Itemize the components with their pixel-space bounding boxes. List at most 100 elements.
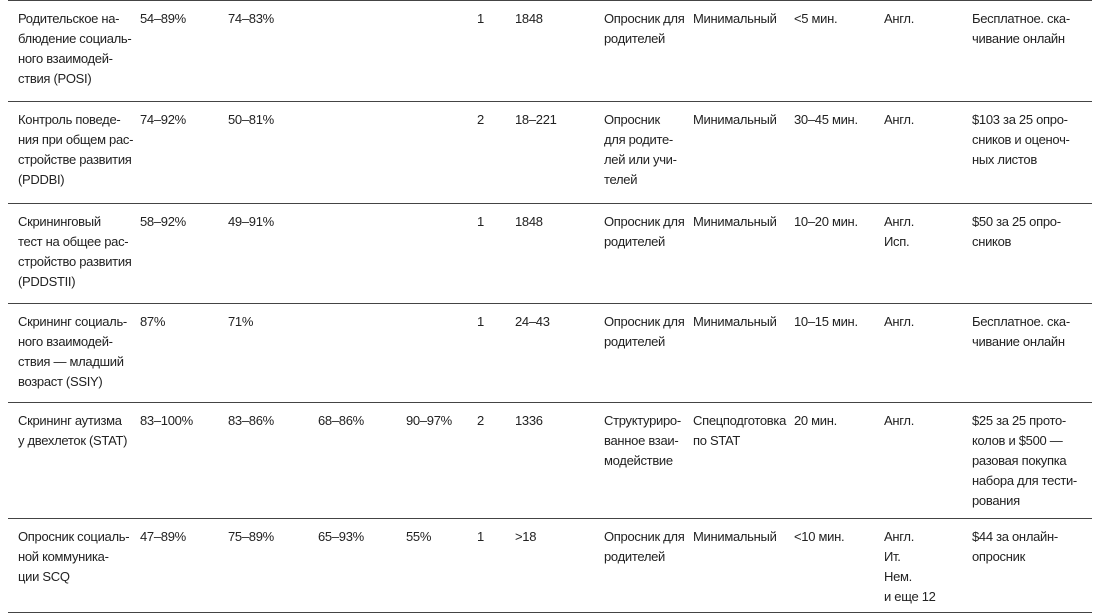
method-text: Скрининг социаль- (18, 314, 127, 329)
languages-text: Англ. (884, 413, 915, 428)
cost-text: чивание онлайн (972, 31, 1065, 46)
method-text: у двехлеток (STAT) (18, 433, 128, 448)
format-text: родителей (604, 234, 666, 249)
training-text: Минимальный (693, 112, 777, 127)
format-text: ванное взаи- (604, 433, 679, 448)
npv-text: 90–97% (406, 413, 452, 428)
level-text: 1 (477, 314, 484, 329)
sensitivity-text: 54–89% (140, 11, 186, 26)
row-divider (8, 303, 1092, 304)
cost-text: колов и $500 — (972, 433, 1063, 448)
specificity-text: 49–91% (228, 214, 274, 229)
languages-text: Англ. (884, 529, 915, 544)
method-text: Опросник социаль- (18, 529, 130, 544)
ppv-text: 68–86% (318, 413, 364, 428)
ppv-text: 65–93% (318, 529, 364, 544)
sensitivity-text: 74–92% (140, 112, 186, 127)
row-divider (8, 0, 1092, 1)
method-text: ного взаимодей- (18, 51, 113, 66)
method-text: тест на общее рас- (18, 234, 129, 249)
level-text: 2 (477, 112, 484, 127)
age-text: 1336 (515, 413, 543, 428)
languages-text: Англ. (884, 112, 915, 127)
method-text: ной коммуника- (18, 549, 109, 564)
languages-text: Ит. (884, 549, 901, 564)
sensitivity-text: 47–89% (140, 529, 186, 544)
method-text: блюдение социаль- (18, 31, 132, 46)
languages-text: Англ. (884, 214, 915, 229)
training-text: Спецподготовка (693, 413, 787, 428)
level-text: 1 (477, 11, 484, 26)
method-text: ствия (POSI) (18, 71, 92, 86)
cost-text: чивание онлайн (972, 334, 1065, 349)
training-text: по STAT (693, 433, 741, 448)
specificity-text: 50–81% (228, 112, 274, 127)
level-text: 2 (477, 413, 484, 428)
duration-text: 30–45 мин. (794, 112, 858, 127)
method-text: ствия — младший (18, 354, 124, 369)
age-text: 1848 (515, 214, 543, 229)
method-text: Скрининг аутизма (18, 413, 122, 428)
sensitivity-text: 83–100% (140, 413, 193, 428)
row-divider (8, 101, 1092, 102)
format-text: родителей (604, 31, 666, 46)
specificity-text: 74–83% (228, 11, 274, 26)
format-text: Опросник для (604, 529, 685, 544)
languages-text: Англ. (884, 314, 915, 329)
sensitivity-text: 58–92% (140, 214, 186, 229)
method-text: стройство развития (18, 254, 132, 269)
cost-text: $103 за 25 опро- (972, 112, 1068, 127)
languages-text: Исп. (884, 234, 910, 249)
format-text: Структуриро- (604, 413, 681, 428)
duration-text: 20 мин. (794, 413, 837, 428)
format-text: Опросник для (604, 11, 685, 26)
age-text: >18 (515, 529, 537, 544)
method-text: Контроль поведе- (18, 112, 121, 127)
cost-text: Бесплатное. ска- (972, 314, 1070, 329)
cost-text: рования (972, 493, 1020, 508)
format-text: родителей (604, 549, 666, 564)
cost-text: $50 за 25 опро- (972, 214, 1061, 229)
training-text: Минимальный (693, 214, 777, 229)
format-text: модействие (604, 453, 673, 468)
method-text: ции SCQ (18, 569, 70, 584)
duration-text: <5 мин. (794, 11, 838, 26)
duration-text: <10 мин. (794, 529, 845, 544)
training-text: Минимальный (693, 529, 777, 544)
format-text: для родите- (604, 132, 673, 147)
format-text: Опросник для (604, 314, 685, 329)
row-divider (8, 518, 1092, 519)
cost-text: $25 за 25 прото- (972, 413, 1066, 428)
method-text: ния при общем рас- (18, 132, 134, 147)
level-text: 1 (477, 214, 484, 229)
age-text: 1848 (515, 11, 543, 26)
cost-text: опросник (972, 549, 1025, 564)
training-text: Минимальный (693, 11, 777, 26)
specificity-text: 75–89% (228, 529, 274, 544)
languages-text: Нем. (884, 569, 912, 584)
languages-text: и еще 12 (884, 589, 936, 604)
row-divider (8, 612, 1092, 613)
level-text: 1 (477, 529, 484, 544)
training-text: Минимальный (693, 314, 777, 329)
cost-text: разовая покупка (972, 453, 1067, 468)
cost-text: Бесплатное. ска- (972, 11, 1070, 26)
method-text: Скрининговый (18, 214, 101, 229)
method-text: стройстве развития (18, 152, 132, 167)
method-text: ного взаимодей- (18, 334, 113, 349)
cost-text: $44 за онлайн- (972, 529, 1058, 544)
format-text: Опросник для (604, 214, 685, 229)
method-text: (PDDSTII) (18, 274, 76, 289)
format-text: Опросник (604, 112, 660, 127)
cost-text: ных листов (972, 152, 1037, 167)
languages-text: Англ. (884, 11, 915, 26)
age-text: 24–43 (515, 314, 550, 329)
npv-text: 55% (406, 529, 432, 544)
specificity-text: 83–86% (228, 413, 274, 428)
method-text: (PDDBI) (18, 172, 65, 187)
method-text: Родительское на- (18, 11, 120, 26)
cost-text: сников и оценоч- (972, 132, 1070, 147)
row-divider (8, 203, 1092, 204)
cost-text: набора для тести- (972, 473, 1077, 488)
